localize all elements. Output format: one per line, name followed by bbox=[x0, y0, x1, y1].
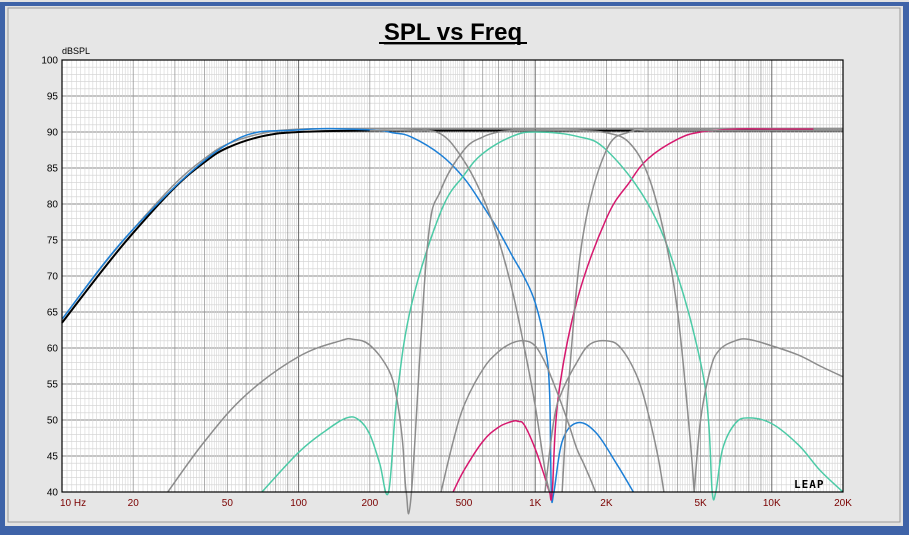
series-line-10 bbox=[535, 129, 695, 493]
y-tick-label: 40 bbox=[47, 488, 59, 499]
blue-frame-top bbox=[0, 2, 909, 6]
blue-frame-right bbox=[903, 2, 909, 535]
grid-lines bbox=[61, 59, 844, 493]
x-tick-label: 10K bbox=[763, 498, 781, 509]
y-tick-label: 80 bbox=[47, 200, 59, 211]
x-tick-label: 5K bbox=[694, 498, 707, 509]
series-line-2 bbox=[61, 127, 635, 504]
series-layer bbox=[61, 127, 844, 515]
x-tick-label: 10 Hz bbox=[60, 498, 86, 509]
y-axis-unit: dBSPL bbox=[62, 46, 90, 56]
series-line-9 bbox=[561, 129, 843, 493]
blue-frame-left bbox=[0, 2, 5, 535]
y-tick-label: 100 bbox=[41, 56, 58, 67]
y-tick-label: 55 bbox=[47, 380, 59, 391]
series-line-8 bbox=[544, 339, 665, 493]
series-line-7 bbox=[440, 339, 597, 493]
y-tick-label: 70 bbox=[47, 272, 59, 283]
y-tick-label: 50 bbox=[47, 416, 59, 427]
y-tick-label: 65 bbox=[47, 308, 59, 319]
y-tick-label: 85 bbox=[47, 164, 59, 175]
x-tick-label: 50 bbox=[222, 498, 234, 509]
x-tick-label: 100 bbox=[290, 498, 307, 509]
y-tick-label: 60 bbox=[47, 344, 59, 355]
x-tick-labels: 10 Hz 20 50 100 200 500 1K 2K 5K 10K 20K bbox=[60, 498, 852, 509]
plot-border bbox=[61, 59, 844, 493]
x-tick-label: 20 bbox=[128, 498, 140, 509]
x-tick-label: 20K bbox=[834, 498, 852, 509]
x-tick-label: 500 bbox=[456, 498, 473, 509]
series-line-3 bbox=[452, 128, 814, 501]
chart-title: SPL vs Freq bbox=[384, 19, 522, 46]
y-tick-label: 45 bbox=[47, 452, 59, 463]
series-line-4 bbox=[261, 131, 844, 501]
x-tick-label: 200 bbox=[361, 498, 378, 509]
series-line-5 bbox=[167, 129, 536, 515]
leap-logo: LEAP bbox=[794, 478, 825, 491]
blue-frame-bottom bbox=[0, 526, 909, 535]
series-line-11 bbox=[693, 338, 844, 493]
x-tick-label: 2K bbox=[600, 498, 613, 509]
series-line-6 bbox=[369, 129, 551, 493]
y-tick-label: 90 bbox=[47, 128, 59, 139]
x-tick-label: 1K bbox=[529, 498, 542, 509]
y-tick-label: 95 bbox=[47, 92, 59, 103]
y-tick-labels: 100 95 90 85 80 75 70 65 60 55 50 45 40 bbox=[41, 56, 58, 499]
y-tick-label: 75 bbox=[47, 236, 59, 247]
